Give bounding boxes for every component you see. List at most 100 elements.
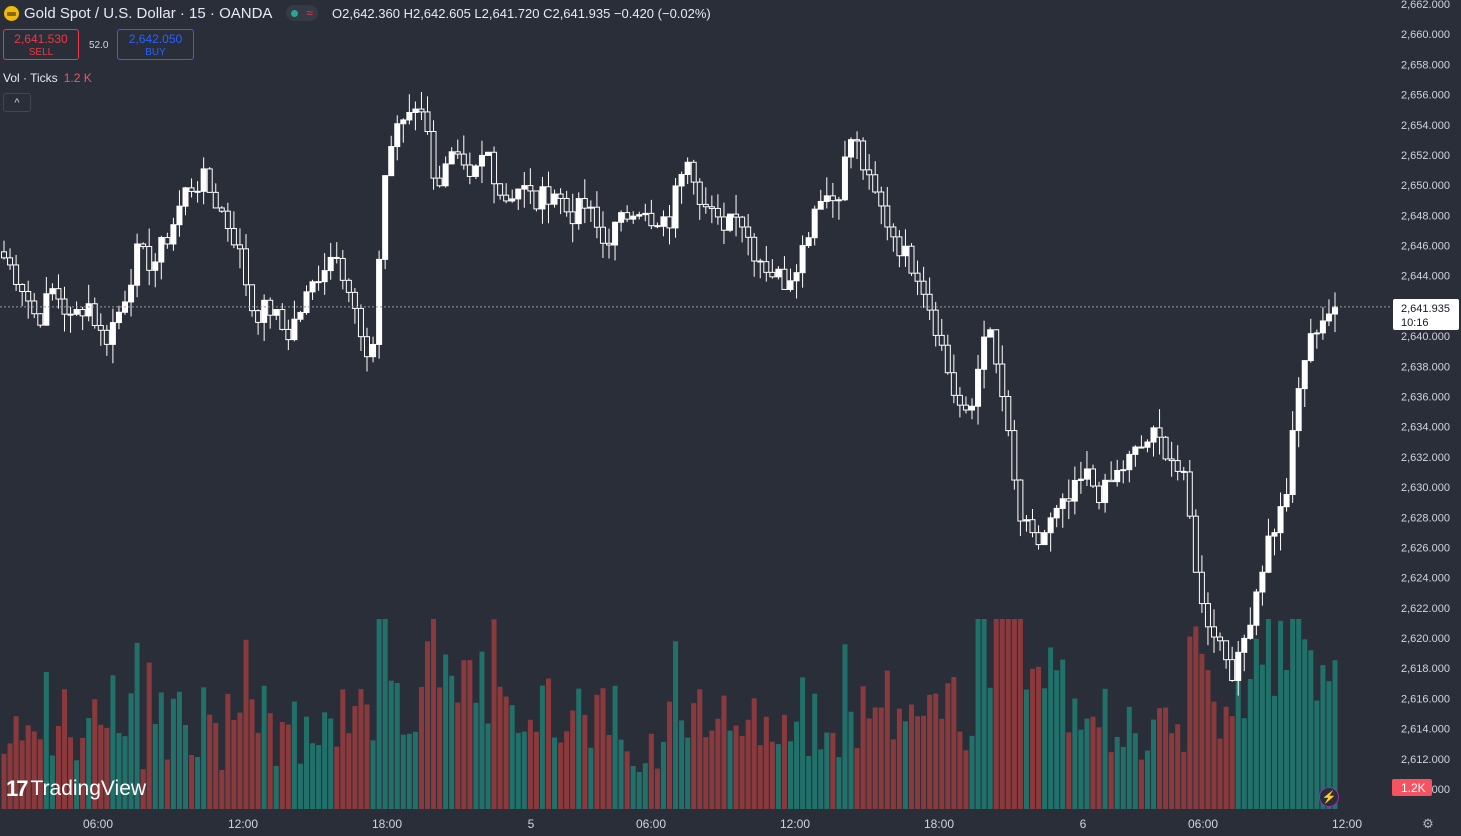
candle-body bbox=[182, 187, 189, 207]
candle-body bbox=[1132, 446, 1139, 455]
volume-bar bbox=[491, 619, 497, 809]
volume-bar bbox=[146, 662, 152, 809]
candle-body bbox=[1126, 453, 1133, 471]
candle-body bbox=[932, 309, 939, 336]
volume-bar bbox=[697, 689, 703, 809]
candle-body bbox=[593, 206, 600, 228]
volume-bar bbox=[890, 739, 896, 809]
candle-body bbox=[841, 156, 848, 201]
candle-body bbox=[206, 168, 213, 193]
candle-body bbox=[751, 236, 758, 262]
candle-body bbox=[297, 312, 304, 320]
candle-body bbox=[1295, 388, 1302, 432]
candle-body bbox=[835, 199, 842, 202]
candle-body bbox=[460, 153, 467, 166]
sell-button[interactable]: 2,641.530 SELL bbox=[3, 29, 79, 60]
candle-body bbox=[194, 190, 201, 193]
volume-bar bbox=[1084, 718, 1090, 809]
candle-body bbox=[152, 261, 159, 271]
volume-bar bbox=[987, 687, 993, 809]
candle-body bbox=[1313, 332, 1320, 335]
candle-body bbox=[872, 174, 879, 193]
candle-body bbox=[25, 291, 32, 302]
candle-body bbox=[303, 291, 310, 314]
volume-bar bbox=[122, 736, 128, 809]
volume-bar bbox=[376, 619, 382, 809]
candle-body bbox=[606, 242, 612, 246]
candle-body bbox=[866, 169, 873, 176]
volume-bar bbox=[201, 687, 207, 809]
volume-bar bbox=[673, 641, 679, 809]
y-tick-label: 2,634.000 bbox=[1401, 422, 1450, 434]
candle-body bbox=[170, 224, 177, 245]
candle-body bbox=[97, 324, 104, 331]
sell-label: SELL bbox=[28, 47, 54, 58]
candle-body bbox=[733, 213, 740, 218]
collapse-legend-button[interactable]: ^ bbox=[3, 93, 31, 112]
volume-bar bbox=[1326, 681, 1332, 809]
candle-body bbox=[1223, 640, 1230, 661]
candle-body bbox=[975, 368, 982, 407]
candle-body bbox=[267, 299, 274, 316]
candle-body bbox=[430, 131, 437, 179]
volume-bar bbox=[473, 702, 479, 809]
green-dot-icon bbox=[291, 9, 299, 17]
volume-bar bbox=[98, 724, 104, 809]
candle-body bbox=[599, 226, 606, 244]
candle-body bbox=[1150, 427, 1157, 443]
candle-body bbox=[696, 181, 703, 205]
volume-bar bbox=[939, 718, 945, 809]
candle-body bbox=[1053, 507, 1060, 519]
candle-body bbox=[224, 210, 231, 230]
candle-body bbox=[993, 329, 1000, 365]
candle-body bbox=[1005, 396, 1012, 432]
candle-body bbox=[1325, 313, 1332, 322]
gold-symbol-icon bbox=[4, 5, 19, 21]
volume-bar bbox=[316, 745, 322, 809]
candle-body bbox=[569, 211, 576, 225]
volume-bar bbox=[1078, 729, 1084, 809]
buy-button[interactable]: 2,642.050 BUY bbox=[117, 29, 194, 60]
candle-body bbox=[654, 225, 661, 228]
candle-body bbox=[370, 343, 377, 358]
candle-body bbox=[630, 215, 637, 220]
symbol-title[interactable]: Gold Spot / U.S. Dollar · 15 · OANDA bbox=[24, 4, 273, 22]
volume-bar bbox=[176, 691, 182, 809]
candle-body bbox=[364, 336, 370, 358]
volume-bar bbox=[1132, 733, 1138, 809]
volume-bar bbox=[467, 660, 473, 809]
volume-bar bbox=[788, 741, 793, 809]
y-tick-label: 2,652.000 bbox=[1401, 150, 1450, 162]
candle-body bbox=[896, 236, 903, 257]
volume-bar bbox=[648, 733, 654, 809]
candle-body bbox=[1217, 636, 1224, 642]
candle-body bbox=[787, 280, 794, 290]
market-status-pill[interactable]: ≈ bbox=[286, 5, 319, 21]
volume-bar bbox=[521, 731, 527, 809]
candle-body bbox=[509, 198, 516, 202]
volume-bar bbox=[636, 772, 642, 809]
settings-icon[interactable]: ⚙ bbox=[1422, 816, 1434, 831]
candle-body bbox=[19, 283, 26, 293]
volume-bar bbox=[455, 702, 461, 809]
candle-body bbox=[666, 216, 673, 229]
candle-body bbox=[1120, 469, 1127, 472]
volume-bar bbox=[497, 686, 503, 809]
lightning-icon[interactable]: ⚡ bbox=[1319, 787, 1339, 807]
candle-body bbox=[406, 112, 413, 121]
x-tick-label: 06:00 bbox=[636, 817, 666, 831]
tradingview-logo[interactable]: 17 TradingView bbox=[6, 776, 146, 802]
volume-bar bbox=[1181, 751, 1187, 809]
volume-bar bbox=[1151, 719, 1156, 809]
volume-bar bbox=[630, 765, 636, 809]
candle-body bbox=[140, 243, 147, 248]
volume-bar bbox=[1314, 700, 1320, 809]
candle-body bbox=[1247, 624, 1254, 639]
volume-legend[interactable]: Vol · Ticks 1.2 K bbox=[3, 71, 92, 85]
volume-bar bbox=[1259, 664, 1265, 809]
volume-bar bbox=[25, 725, 31, 809]
y-tick-label: 2,658.000 bbox=[1401, 59, 1450, 71]
volume-bar bbox=[515, 732, 521, 809]
volume-bar bbox=[37, 739, 43, 809]
